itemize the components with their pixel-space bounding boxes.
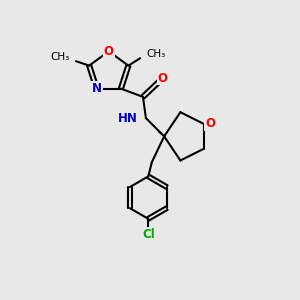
Text: Cl: Cl: [142, 228, 155, 241]
Text: CH₃: CH₃: [50, 52, 69, 62]
Text: O: O: [206, 118, 215, 130]
Text: N: N: [92, 82, 102, 95]
Text: O: O: [158, 71, 168, 85]
Text: HN: HN: [118, 112, 138, 125]
Text: CH₃: CH₃: [146, 50, 165, 59]
Text: O: O: [104, 45, 114, 58]
